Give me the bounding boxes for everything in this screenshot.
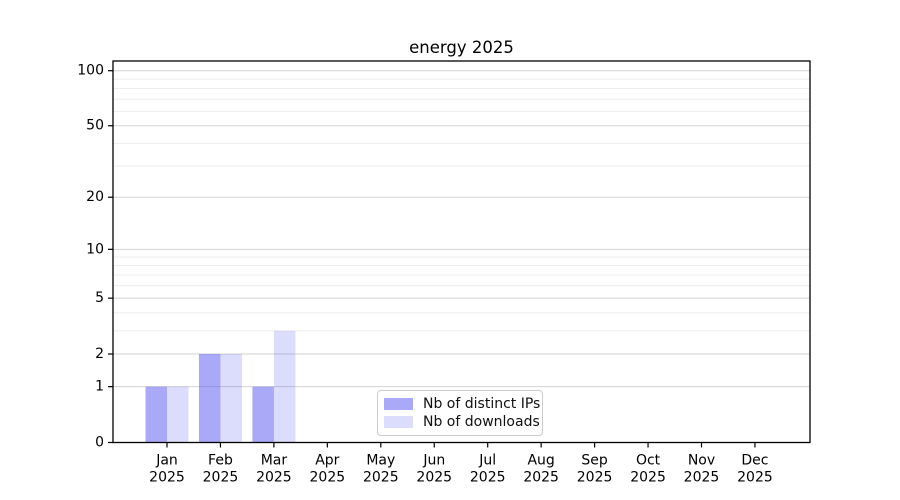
x-tick-label-year: 2025 bbox=[523, 470, 559, 486]
legend-label-distinct-ips: Nb of distinct IPs bbox=[423, 396, 541, 412]
chart-title: energy 2025 bbox=[409, 38, 514, 57]
x-tick-label-year: 2025 bbox=[310, 470, 346, 486]
x-tick-label-year: 2025 bbox=[256, 470, 292, 486]
x-tick-label-month: Oct bbox=[636, 453, 661, 469]
y-tick-label: 100 bbox=[77, 63, 104, 79]
x-tick-label-month: Aug bbox=[527, 453, 554, 469]
legend-label-downloads: Nb of downloads bbox=[423, 414, 540, 430]
x-tick-label-year: 2025 bbox=[470, 470, 506, 486]
y-tick-label: 0 bbox=[95, 435, 104, 451]
x-tick-label-year: 2025 bbox=[684, 470, 720, 486]
legend-item-downloads: Nb of downloads bbox=[384, 414, 540, 430]
y-tick-label: 20 bbox=[86, 189, 104, 205]
x-tick-label-month: Sep bbox=[581, 453, 608, 469]
x-tick-label-month: Dec bbox=[741, 453, 768, 469]
y-tick-label: 10 bbox=[86, 241, 104, 257]
x-tick-label-month: Jan bbox=[155, 453, 178, 469]
bar-downloads-mar bbox=[273, 330, 296, 443]
x-tick-label-month: Mar bbox=[261, 453, 288, 469]
x-tick-label-year: 2025 bbox=[363, 470, 399, 486]
x-tick-label-year: 2025 bbox=[630, 470, 666, 486]
y-tick-label: 5 bbox=[95, 290, 104, 306]
bar-downloads-feb bbox=[220, 353, 242, 443]
legend-item-distinct-ips: Nb of distinct IPs bbox=[384, 396, 540, 412]
x-tick-label-month: May bbox=[366, 453, 395, 469]
x-tick-label-year: 2025 bbox=[203, 470, 239, 486]
x-tick-label-month: Nov bbox=[688, 453, 715, 469]
bar-distinct-ips-mar bbox=[252, 386, 274, 443]
x-tick-label-month: Apr bbox=[315, 453, 339, 469]
bar-distinct-ips-feb bbox=[198, 353, 221, 443]
x-tick-label-year: 2025 bbox=[737, 470, 773, 486]
legend-swatch-downloads bbox=[384, 416, 413, 428]
legend: Nb of distinct IPs Nb of downloads bbox=[377, 390, 543, 436]
axis-frame bbox=[112, 60, 811, 444]
y-tick-label: 50 bbox=[86, 118, 104, 134]
x-tick-label-month: Jun bbox=[422, 453, 445, 469]
x-tick-label-month: Jul bbox=[478, 453, 496, 469]
x-tick-label-month: Feb bbox=[208, 453, 233, 469]
x-tick-label-year: 2025 bbox=[416, 470, 452, 486]
x-tick-label-year: 2025 bbox=[577, 470, 613, 486]
bar-downloads-jan bbox=[167, 386, 189, 443]
x-tick-label-year: 2025 bbox=[149, 470, 185, 486]
y-tick-label: 2 bbox=[95, 346, 104, 362]
legend-swatch-distinct-ips bbox=[384, 398, 413, 410]
bar-distinct-ips-jan bbox=[145, 386, 167, 443]
y-tick-label: 1 bbox=[95, 379, 104, 395]
